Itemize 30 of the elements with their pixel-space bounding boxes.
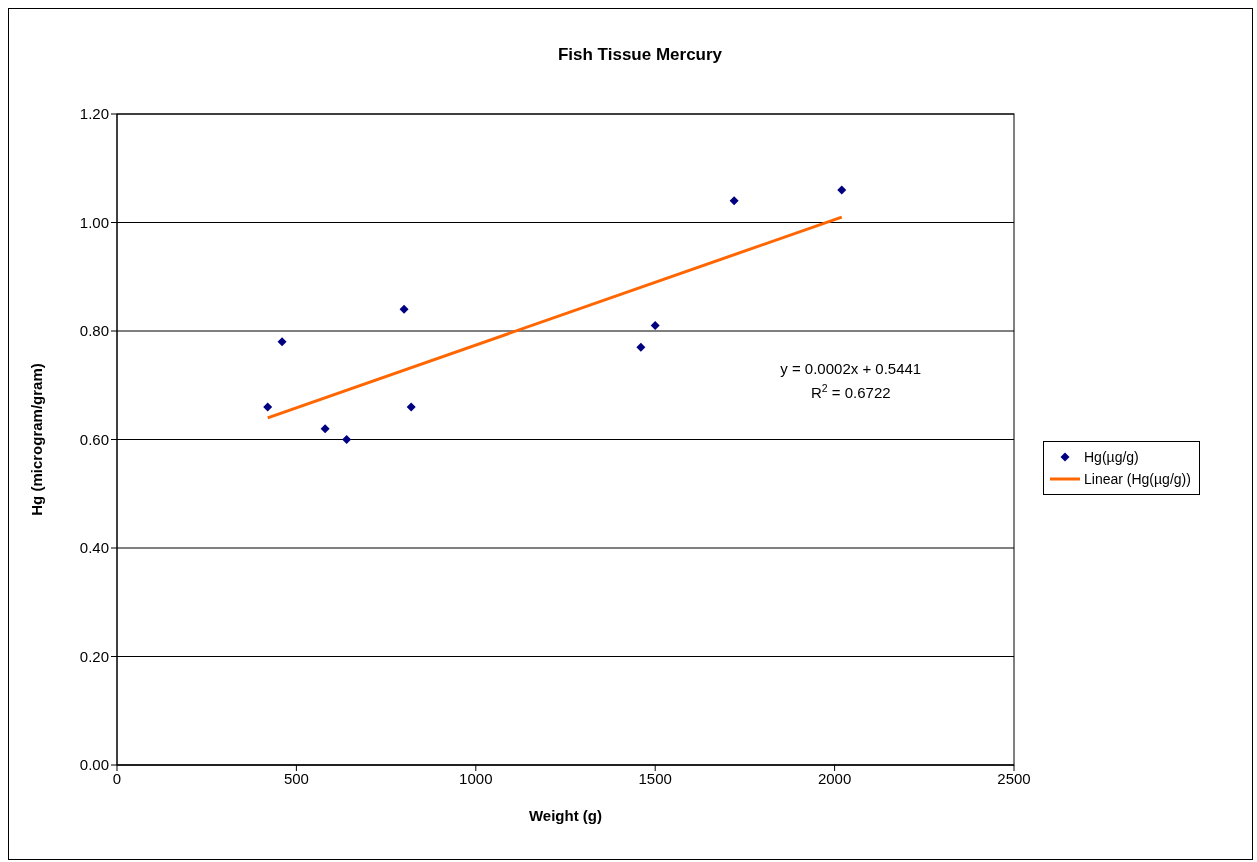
annotation: y = 0.0002x + 0.5441 [780,360,922,378]
x-axis-title: Weight (g) [528,807,603,824]
point [399,304,409,314]
legend-label: Linear (Hg(µg/g)) [1084,471,1191,487]
point [320,424,330,434]
point [729,196,739,206]
point [406,402,416,412]
annotation: R$^{2}$ = 0.6722 [810,382,891,402]
x-tick-label: 500 [283,769,309,787]
y-tick-label: 0.80 [79,322,109,340]
point [277,337,287,347]
y-tick-label: 0.60 [79,430,109,448]
point [636,342,646,352]
point [342,435,352,444]
x-tick-label: 2500 [997,769,1031,787]
y-tick-label: 0.40 [79,539,109,557]
y-tick-label: 1.20 [79,105,109,123]
y-tick-label: 0.20 [79,647,109,665]
point [650,321,660,331]
x-tick-label: 2000 [817,769,852,787]
x-tick-label: 1000 [459,769,493,787]
point [837,185,847,195]
y-tick-label: 1.00 [79,213,109,231]
x-tick-label: 0 [112,769,122,787]
legend-label: Hg(µg/g) [1084,449,1139,465]
x-tick-label: 1500 [638,769,672,787]
y-tick-label: 0.00 [79,756,109,774]
y-axis-title: Hg (microgram/gram) [28,363,46,516]
chart-title: Fish Tissue Mercury [556,45,724,65]
point [263,402,273,412]
